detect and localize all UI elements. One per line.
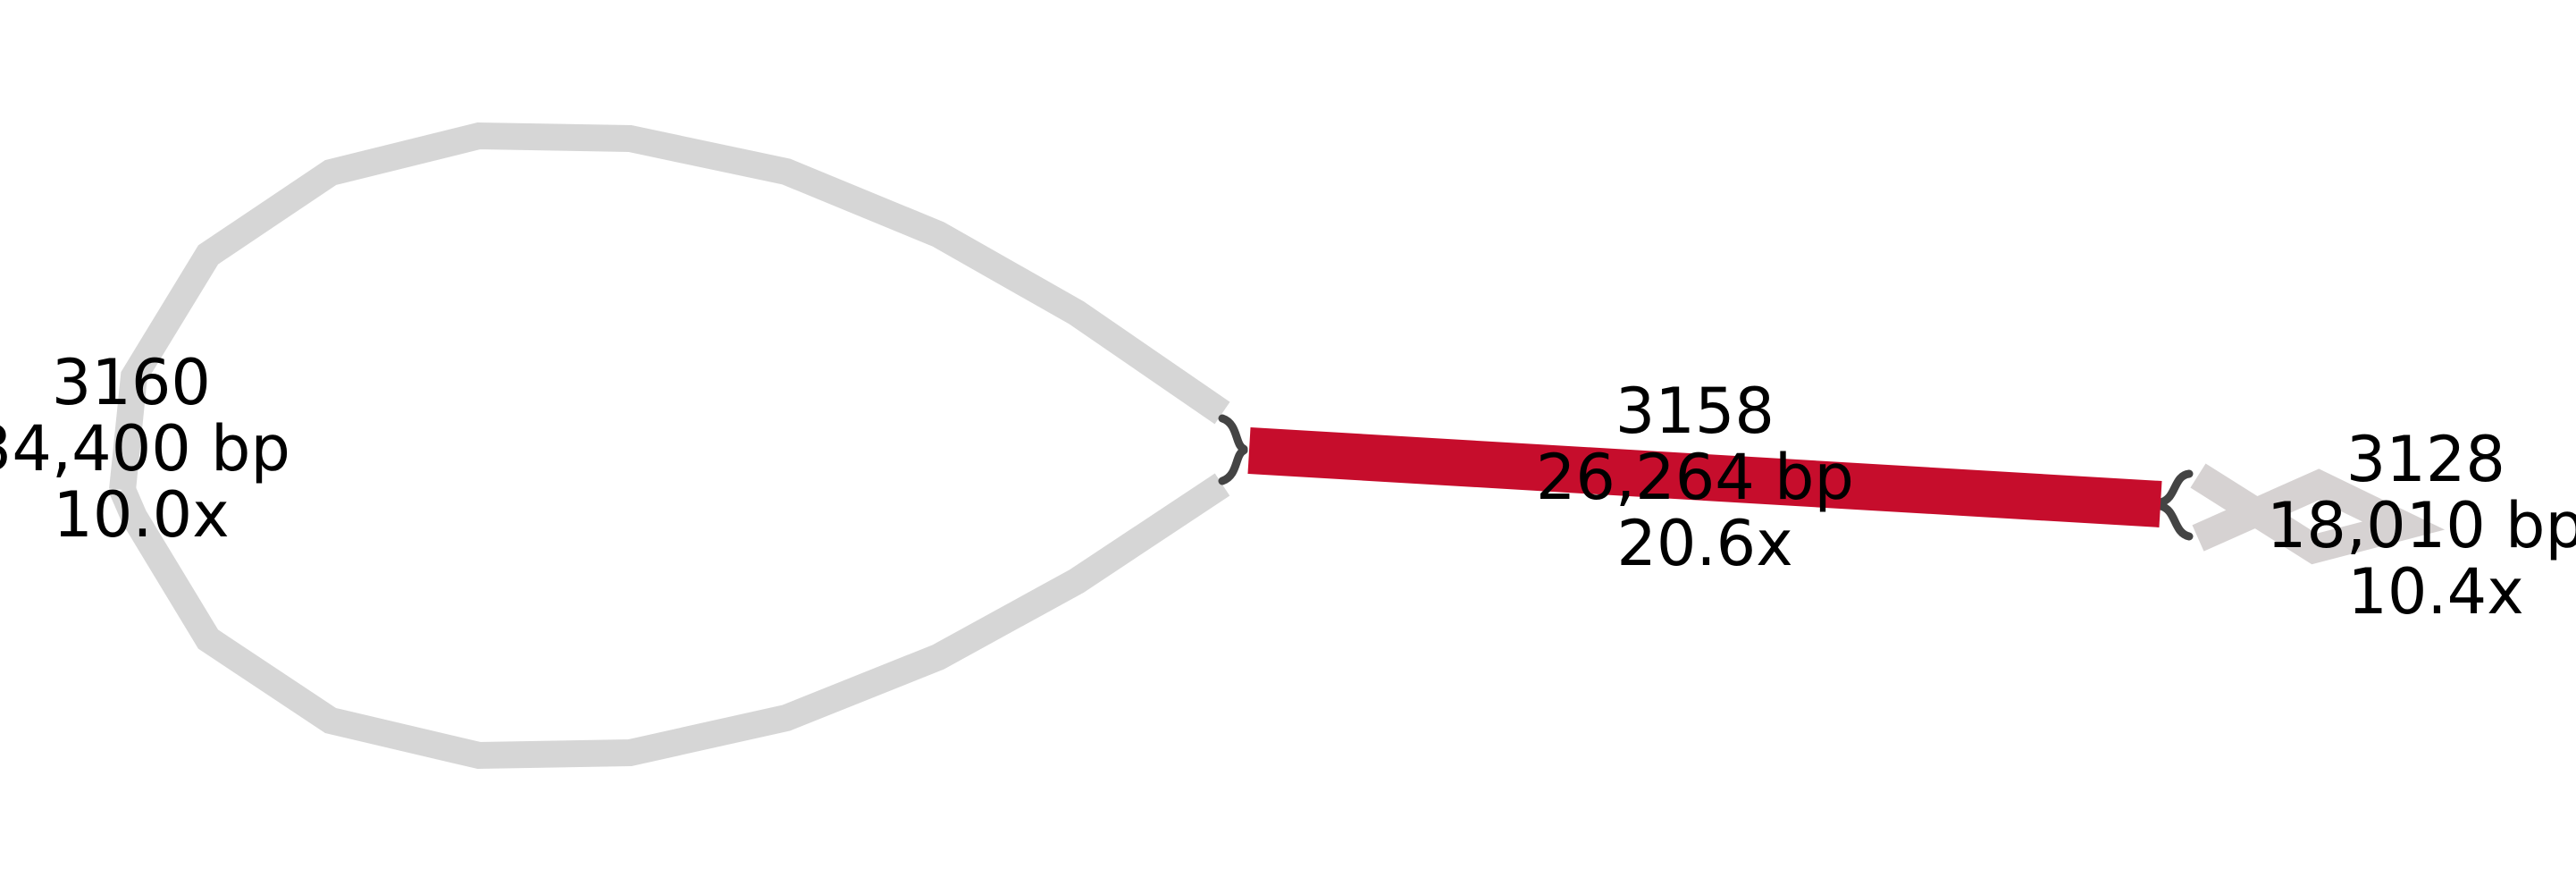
node-3158-label: 3158 26,264 bp 20.6x bbox=[1536, 375, 1874, 580]
node-3160-upper-arm[interactable] bbox=[109, 122, 1230, 492]
node-3158-id: 3158 bbox=[1615, 375, 1775, 448]
node-3160-lower-arm[interactable] bbox=[110, 473, 1230, 770]
node-3158[interactable] bbox=[1247, 427, 2162, 527]
node-3158-length: 26,264 bp bbox=[1536, 441, 1854, 514]
node-3128[interactable] bbox=[2190, 463, 2446, 565]
link-3158-to-3128-upper bbox=[2156, 469, 2194, 507]
node-3128-length: 18,010 bp bbox=[2267, 489, 2576, 562]
node-3128-id: 3128 bbox=[2346, 423, 2505, 496]
node-3158-depth: 20.6x bbox=[1616, 507, 1792, 580]
link-3160-upper-to-3158 bbox=[1218, 414, 1248, 453]
graph-links bbox=[1218, 414, 2194, 541]
node-3128-segment[interactable] bbox=[2190, 463, 2446, 565]
node-3128-depth: 10.4x bbox=[2347, 555, 2523, 628]
node-3160[interactable] bbox=[109, 122, 1230, 770]
node-3160-label: 3160 34,400 bp 10.0x bbox=[0, 346, 310, 552]
link-3160-lower-to-3158 bbox=[1218, 446, 1248, 485]
node-3158-segment[interactable] bbox=[1247, 427, 2162, 527]
node-3128-label: 3128 18,010 bp 10.4x bbox=[2267, 423, 2576, 628]
node-3160-length: 34,400 bp bbox=[0, 412, 290, 485]
node-3160-depth: 10.0x bbox=[53, 478, 229, 552]
node-3160-id: 3160 bbox=[52, 346, 211, 419]
link-3158-to-3128-lower bbox=[2156, 502, 2194, 541]
